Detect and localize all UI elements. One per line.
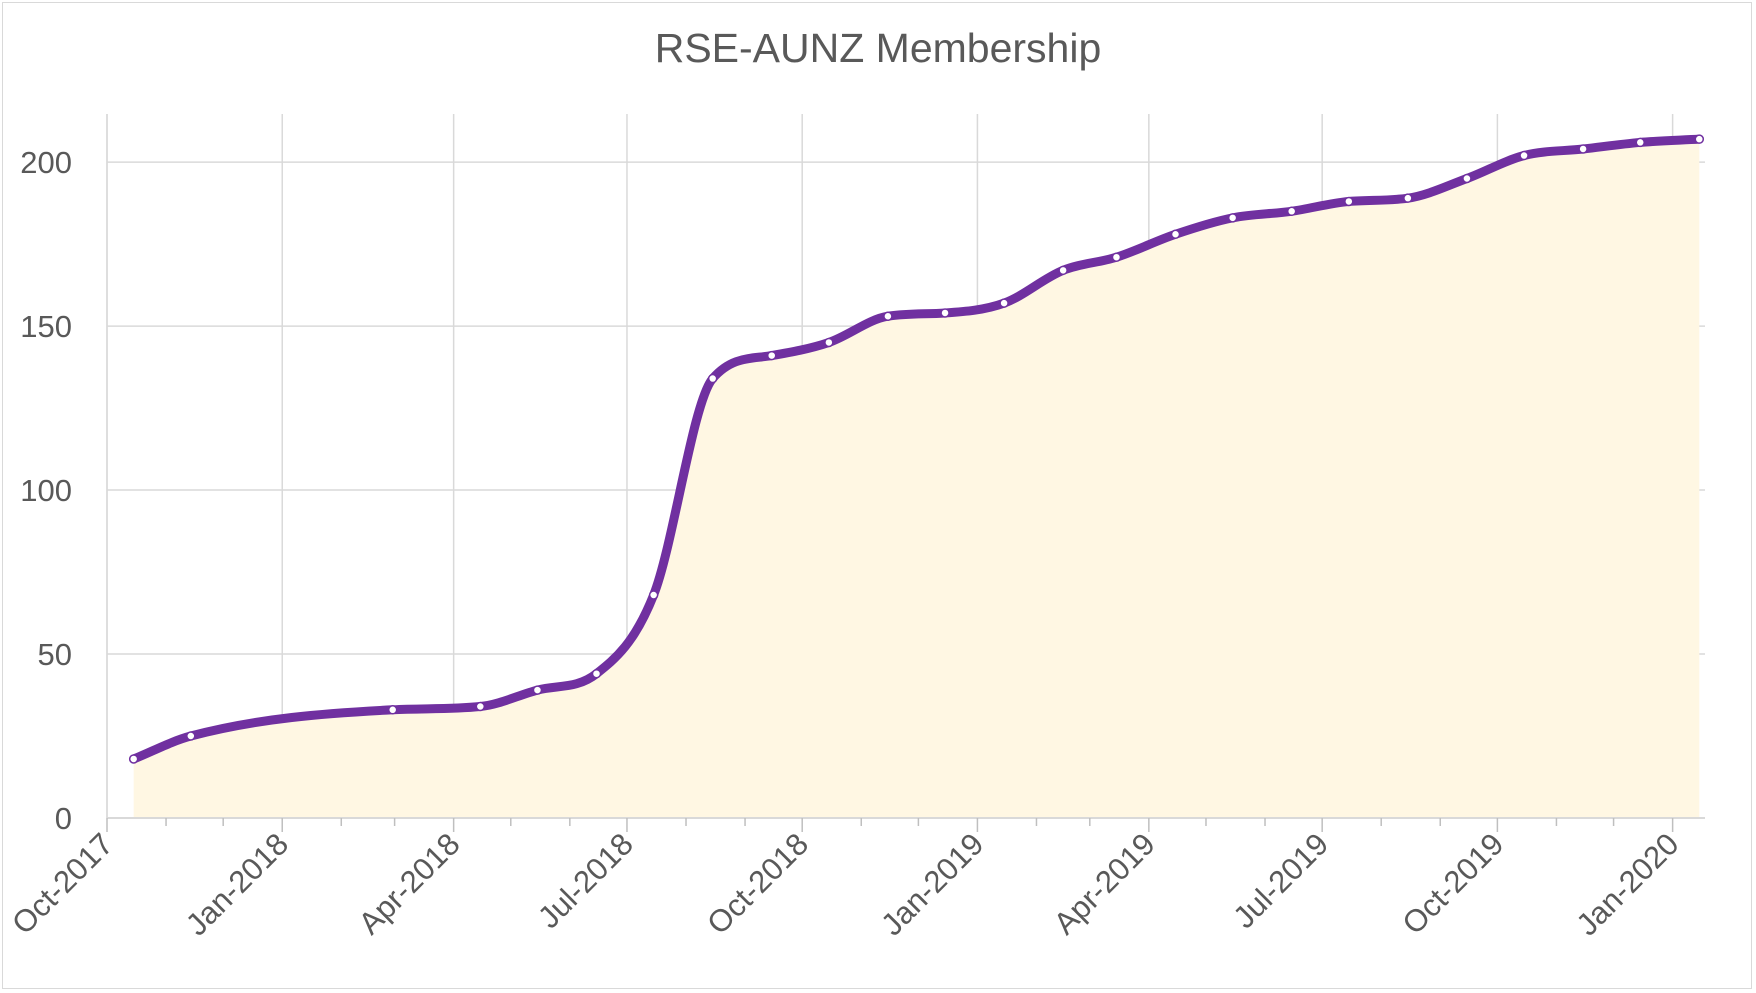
- data-point: [591, 668, 602, 679]
- data-point: [766, 350, 777, 361]
- data-point: [1227, 213, 1238, 223]
- data-point: [940, 308, 950, 318]
- x-tick-label: Apr-2018: [352, 826, 467, 941]
- x-tick-label: Oct-2018: [700, 826, 815, 941]
- data-point: [475, 701, 486, 712]
- data-point: [1462, 173, 1472, 184]
- y-tick-label: 0: [55, 801, 72, 836]
- x-tick-label: Jul-2019: [1226, 826, 1335, 935]
- y-tick-label: 50: [38, 637, 72, 672]
- x-tick-label: Apr-2019: [1047, 826, 1162, 941]
- x-tick-label: Oct-2019: [1395, 826, 1510, 941]
- data-point: [824, 337, 834, 348]
- data-point: [532, 685, 543, 695]
- data-point: [1694, 134, 1705, 144]
- data-point: [128, 754, 139, 764]
- data-point: [1519, 150, 1529, 161]
- data-point: [1344, 196, 1354, 207]
- data-point: [1403, 193, 1413, 203]
- data-point: [1635, 137, 1645, 148]
- data-point: [883, 311, 893, 321]
- data-point: [999, 298, 1009, 308]
- y-tick-label: 100: [20, 473, 72, 508]
- x-tick-label: Jul-2018: [531, 826, 640, 935]
- data-point: [387, 705, 398, 715]
- data-point: [186, 731, 196, 741]
- y-tick-label: 150: [20, 309, 72, 344]
- x-tick-label: Jan-2019: [874, 826, 990, 942]
- x-tick-label: Oct-2017: [5, 826, 120, 941]
- data-point: [1578, 144, 1588, 154]
- x-tick-label: Jan-2018: [179, 826, 295, 942]
- data-point: [1170, 229, 1181, 240]
- y-tick-label: 200: [20, 145, 72, 180]
- series-area: [133, 139, 1700, 818]
- data-point: [648, 590, 659, 600]
- data-point: [1286, 206, 1297, 217]
- data-point: [1058, 265, 1068, 276]
- data-point: [707, 373, 718, 384]
- chart-title: RSE-AUNZ Membership: [654, 25, 1102, 71]
- x-tick-label: Jan-2020: [1569, 826, 1685, 942]
- data-point: [1111, 252, 1122, 262]
